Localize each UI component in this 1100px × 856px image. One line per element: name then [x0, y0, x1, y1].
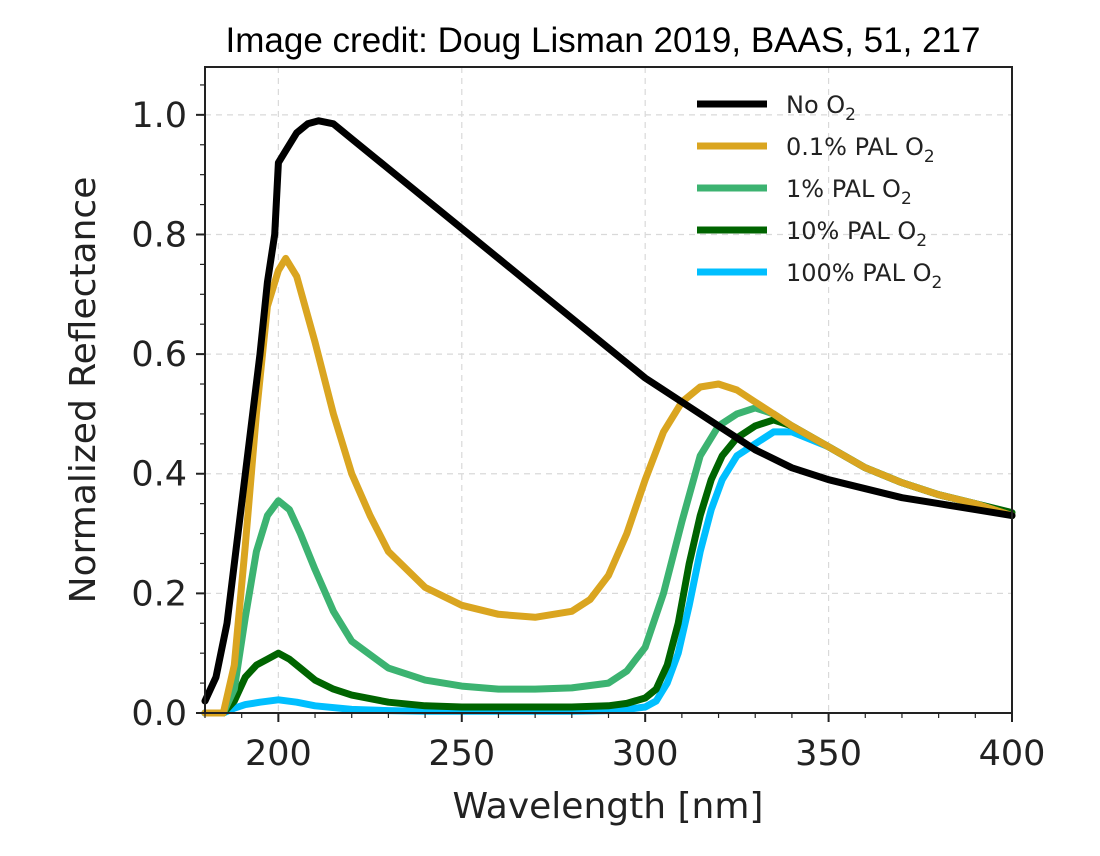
legend-label: 1% PAL O2 [786, 175, 912, 209]
y-tick-label: 1.0 [131, 96, 187, 136]
legend-label: 0.1% PAL O2 [786, 133, 935, 167]
series-line [201, 254, 1016, 717]
legend-label: No O2 [786, 91, 856, 125]
legend-label: 10% PAL O2 [786, 217, 927, 251]
series-line [201, 404, 1016, 717]
x-tick-label: 400 [979, 734, 1046, 774]
y-tick-label: 0.8 [131, 215, 187, 255]
y-tick-label: 0.2 [131, 574, 187, 614]
y-tick-label: 0.6 [131, 335, 187, 375]
series-line [201, 117, 1016, 705]
axis-ticks: 200 250 300 350 400 0.0 0.2 0.4 0.6 0.8 1.0 [131, 84, 1046, 774]
series-group [201, 117, 1016, 717]
x-axis-label: Wavelength [nm] [453, 786, 764, 827]
image-credit: Image credit: Doug Lisman 2019, BAAS, 51… [226, 21, 981, 60]
x-tick-label: 200 [245, 734, 312, 774]
series-line [201, 416, 1016, 717]
y-tick-label: 0.4 [131, 455, 187, 495]
legend: No O2 0.1% PAL O2 1% PAL O2 10% PAL O2 100% … [697, 91, 942, 293]
x-tick-label: 250 [428, 734, 495, 774]
y-tick-label: 0.0 [131, 694, 187, 734]
x-tick-label: 300 [612, 734, 679, 774]
y-axis-label: Normalized Reflectance [63, 177, 104, 604]
x-tick-label: 350 [795, 734, 862, 774]
legend-label: 100% PAL O2 [786, 259, 942, 293]
